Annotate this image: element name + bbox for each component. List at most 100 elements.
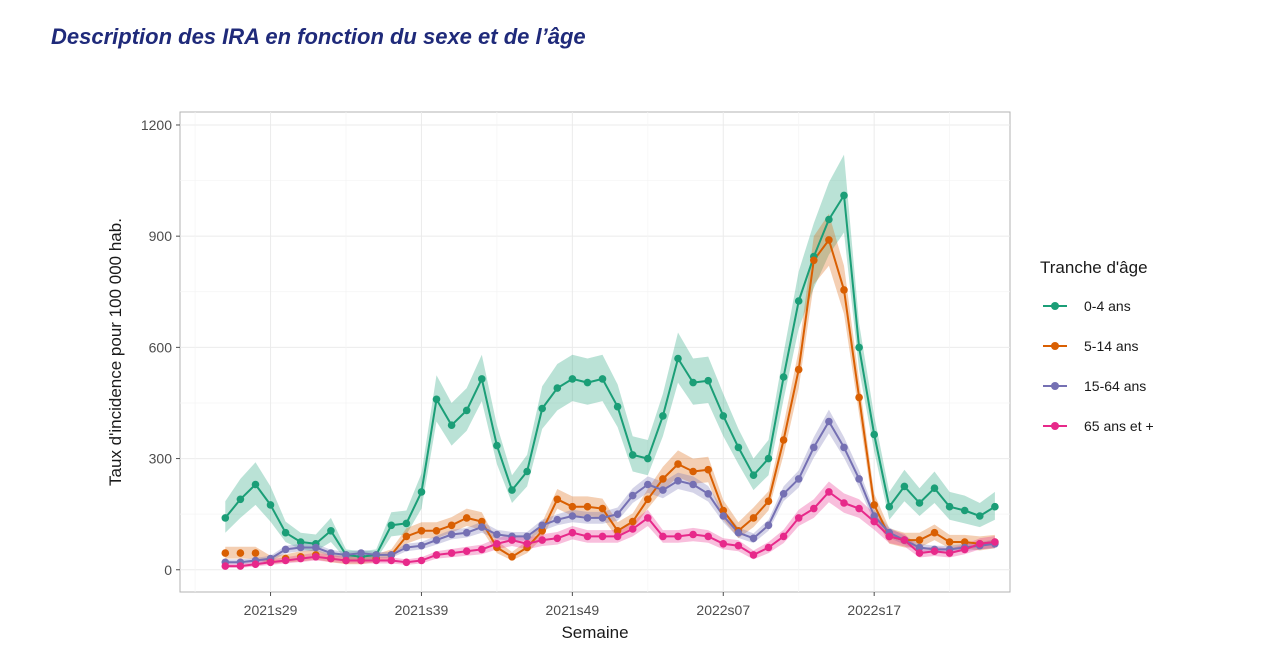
- data-point: [538, 527, 546, 535]
- data-point: [628, 451, 637, 459]
- data-point: [840, 286, 848, 294]
- y-tick-label: 300: [149, 451, 173, 467]
- data-point: [432, 536, 441, 544]
- data-point: [402, 558, 411, 567]
- data-point: [976, 540, 984, 548]
- data-point: [583, 378, 592, 387]
- data-point: [794, 475, 803, 483]
- data-point: [945, 549, 954, 557]
- data-point: [734, 443, 743, 452]
- data-point: [825, 236, 833, 244]
- legend-label: 5-14 ans: [1084, 338, 1138, 354]
- data-point: [810, 504, 818, 513]
- data-point: [960, 538, 969, 546]
- legend: 0-4 ans 5-14 ans 15-64 ans 65 ans et +: [1043, 298, 1154, 434]
- data-point: [689, 467, 697, 476]
- data-point: [825, 215, 833, 224]
- data-point: [493, 530, 501, 539]
- data-point: [870, 517, 878, 526]
- data-point: [930, 484, 939, 493]
- data-point: [553, 495, 562, 504]
- x-axis: 2021s29 2021s39 2021s49 2022s07 2022s17: [244, 592, 901, 618]
- data-point: [523, 532, 531, 541]
- data-point: [251, 480, 260, 489]
- data-point: [855, 343, 863, 352]
- data-point: [628, 491, 637, 500]
- x-tick-label: 2022s07: [696, 602, 750, 618]
- data-point: [794, 365, 803, 374]
- data-point: [689, 530, 697, 539]
- data-point: [266, 501, 275, 509]
- data-point: [402, 519, 411, 528]
- data-point: [598, 504, 607, 513]
- data-point: [432, 395, 441, 404]
- data-point: [659, 532, 667, 541]
- data-point: [689, 378, 697, 387]
- data-point: [704, 376, 712, 385]
- series-line-0: [224, 194, 996, 558]
- data-point: [432, 551, 441, 559]
- data-point: [779, 436, 788, 444]
- data-point: [900, 482, 909, 491]
- page-title: Description des IRA en fonction du sexe …: [51, 24, 586, 49]
- data-point: [493, 441, 501, 450]
- data-point: [538, 404, 546, 413]
- data-point: [734, 528, 743, 537]
- data-point: [779, 490, 788, 498]
- data-point: [704, 490, 712, 498]
- data-point: [945, 502, 954, 511]
- data-point: [764, 543, 773, 552]
- data-point: [885, 532, 894, 541]
- data-point: [749, 514, 758, 522]
- x-axis-title: Semaine: [561, 623, 628, 642]
- data-point: [930, 547, 939, 555]
- series-points: [221, 191, 999, 570]
- data-point: [493, 540, 501, 548]
- data-point: [568, 502, 577, 511]
- data-point: [417, 527, 426, 535]
- data-point: [598, 514, 607, 522]
- y-axis-title: Taux d'incidence pour 100 000 hab.: [106, 218, 125, 486]
- data-point: [553, 384, 562, 392]
- data-point: [462, 547, 471, 555]
- data-point: [870, 430, 878, 439]
- data-point: [387, 551, 396, 559]
- data-point: [749, 471, 758, 480]
- data-point: [945, 538, 954, 546]
- data-point: [478, 517, 486, 526]
- y-axis: 0 300 600 900 1200: [141, 117, 180, 578]
- data-point: [583, 502, 592, 511]
- data-point: [342, 556, 350, 565]
- data-point: [553, 515, 562, 524]
- data-point: [659, 412, 667, 420]
- data-point: [644, 514, 652, 522]
- data-point: [794, 514, 803, 522]
- data-point: [296, 554, 305, 563]
- data-point: [568, 512, 577, 520]
- data-point: [870, 501, 878, 509]
- data-point: [674, 354, 682, 363]
- data-point: [538, 521, 546, 530]
- x-tick-label: 2021s29: [244, 602, 298, 618]
- data-point: [915, 549, 924, 557]
- data-point: [296, 543, 305, 552]
- data-point: [462, 406, 471, 415]
- x-tick-label: 2021s39: [395, 602, 449, 618]
- legend-key-point: [1051, 422, 1059, 430]
- x-tick-label: 2021s49: [546, 602, 600, 618]
- data-point: [372, 551, 381, 559]
- data-point: [478, 375, 486, 383]
- data-point: [689, 480, 697, 489]
- data-point: [478, 545, 486, 554]
- grid: [180, 112, 1010, 592]
- data-point: [976, 512, 984, 520]
- data-point: [719, 506, 728, 515]
- data-point: [508, 486, 516, 494]
- data-point: [991, 538, 999, 546]
- data-point: [357, 549, 365, 557]
- data-point: [251, 560, 260, 568]
- x-tick-label: 2022s17: [847, 602, 901, 618]
- data-point: [960, 506, 969, 515]
- data-point: [991, 502, 999, 511]
- data-point: [779, 373, 788, 381]
